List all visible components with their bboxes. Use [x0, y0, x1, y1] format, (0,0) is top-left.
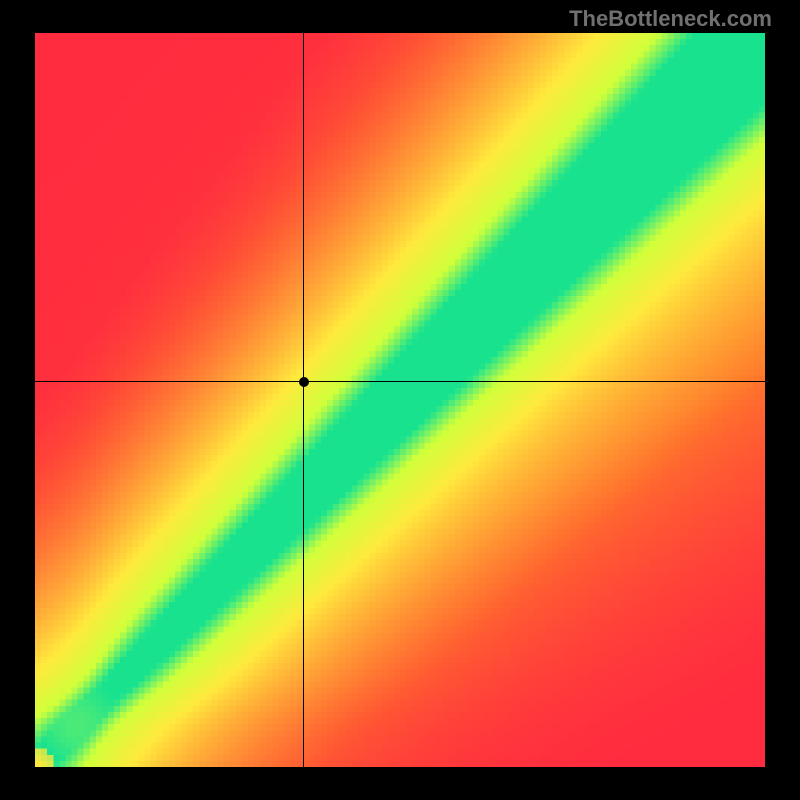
crosshair-vertical: [303, 33, 304, 767]
chart-container: TheBottleneck.com: [0, 0, 800, 800]
crosshair-horizontal: [35, 381, 765, 382]
crosshair-marker: [299, 377, 309, 387]
watermark-text: TheBottleneck.com: [569, 6, 772, 32]
heatmap-canvas: [35, 33, 765, 767]
